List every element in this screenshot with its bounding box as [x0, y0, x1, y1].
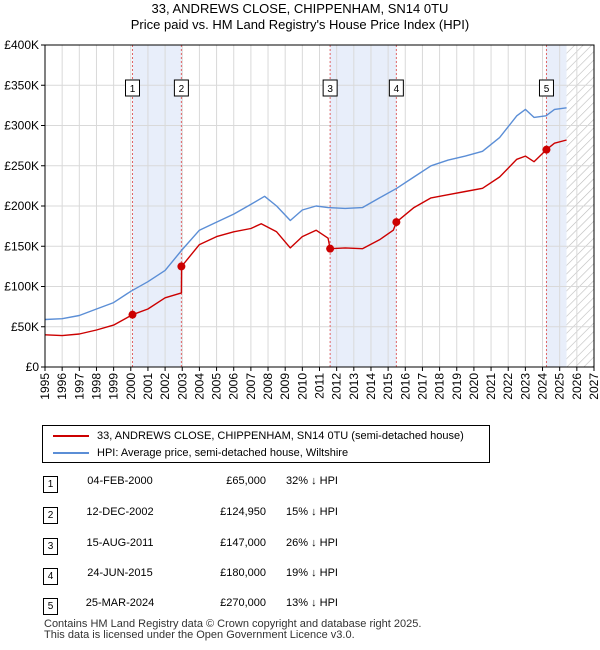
marker-label-text: 5: [544, 84, 550, 95]
x-tick-label: 2001: [141, 373, 155, 400]
transaction-hpi-diff: 15% ↓ HPI: [286, 506, 338, 518]
x-tick-label: 2025: [553, 373, 567, 400]
transaction-hpi-diff: 19% ↓ HPI: [286, 567, 338, 579]
x-tick-label: 2007: [244, 373, 258, 400]
x-tick-label: 2027: [587, 373, 600, 400]
transaction-date: 24-JUN-2015: [87, 567, 153, 579]
y-tick-label: £400K: [4, 38, 39, 52]
transaction-price: £124,950: [220, 506, 266, 518]
transaction-number-badge: 5: [43, 598, 58, 615]
marker-label-box: [173, 79, 189, 97]
x-tick-label: 2009: [278, 373, 292, 400]
x-tick-label: 2026: [570, 373, 584, 400]
x-tick-label: 2022: [501, 373, 515, 400]
x-tick-label: 2000: [124, 373, 138, 400]
x-tick-label: 2002: [158, 373, 172, 400]
y-tick-label: £50K: [11, 320, 39, 334]
y-tick-label: £150K: [4, 239, 39, 253]
legend-item-hpi: HPI: Average price, semi-detached house,…: [43, 445, 348, 461]
marker-label-text: 4: [394, 84, 400, 95]
marker-label-text: 3: [327, 84, 333, 95]
legend-item-property: 33, ANDREWS CLOSE, CHIPPENHAM, SN14 0TU …: [43, 428, 464, 444]
sale-point: [326, 244, 335, 253]
x-tick-label: 2008: [261, 373, 275, 400]
transaction-date: 25-MAR-2024: [85, 597, 155, 609]
y-tick-label: £200K: [4, 199, 39, 213]
x-tick-label: 2017: [415, 373, 429, 400]
transaction-row: 5 25-MAR-2024 £270,000 13% ↓ HPI: [0, 597, 600, 617]
marker-label-box: [322, 79, 338, 97]
marker-label-box: [538, 79, 554, 97]
x-tick-label: 2016: [398, 373, 412, 400]
transaction-row: 2 12-DEC-2002 £124,950 15% ↓ HPI: [0, 506, 600, 526]
x-tick-label: 2015: [381, 373, 395, 400]
footer-copyright: Contains HM Land Registry data © Crown c…: [44, 618, 422, 630]
x-tick-label: 2013: [347, 373, 361, 400]
sale-point: [392, 218, 401, 227]
sale-point: [128, 310, 137, 319]
transaction-hpi-diff: 13% ↓ HPI: [286, 597, 338, 609]
legend-label-property: 33, ANDREWS CLOSE, CHIPPENHAM, SN14 0TU …: [97, 430, 464, 442]
x-tick-label: 1995: [38, 373, 52, 400]
marker-label-text: 2: [179, 84, 185, 95]
x-tick-label: 2018: [433, 373, 447, 400]
transaction-row: 1 04-FEB-2000 £65,000 32% ↓ HPI: [0, 475, 600, 495]
chart-subtitle: Price paid vs. HM Land Registry's House …: [130, 17, 470, 32]
x-tick-label: 2021: [484, 373, 498, 400]
marker-label-text: 1: [130, 84, 136, 95]
x-tick-label: 1996: [55, 373, 69, 400]
y-tick-label: £300K: [4, 119, 39, 133]
transaction-date: 04-FEB-2000: [87, 475, 153, 487]
transaction-row: 3 15-AUG-2011 £147,000 26% ↓ HPI: [0, 537, 600, 557]
sale-point: [177, 262, 186, 271]
x-tick-label: 2012: [330, 373, 344, 400]
y-tick-label: £250K: [4, 159, 39, 173]
chart-title-address: 33, ANDREWS CLOSE, CHIPPENHAM, SN14 0TU: [151, 1, 449, 16]
legend-swatch-property: [53, 435, 89, 437]
x-tick-label: 2006: [227, 373, 241, 400]
transaction-number-badge: 3: [43, 538, 58, 555]
legend-swatch-hpi: [53, 452, 89, 454]
x-tick-label: 2023: [518, 373, 532, 400]
x-tick-label: 2011: [313, 373, 327, 399]
hpi-line: [44, 107, 567, 321]
footer-attribution: Contains HM Land Registry data © Crown c…: [44, 619, 421, 641]
x-tick-label: 2014: [364, 373, 378, 400]
transaction-price: £270,000: [220, 597, 266, 609]
property-price-line: [44, 139, 567, 337]
y-tick-label: £0: [26, 360, 40, 374]
transaction-hpi-diff: 26% ↓ HPI: [286, 537, 338, 549]
x-tick-label: 1999: [107, 373, 121, 400]
transaction-price: £180,000: [220, 567, 266, 579]
transaction-date: 15-AUG-2011: [86, 537, 154, 549]
sale-point: [542, 145, 551, 154]
x-tick-label: 2020: [467, 373, 481, 400]
transaction-number-badge: 1: [43, 476, 58, 493]
transaction-number-badge: 2: [43, 507, 58, 524]
chart-legend: 33, ANDREWS CLOSE, CHIPPENHAM, SN14 0TU …: [42, 425, 490, 463]
marker-label-box: [388, 79, 404, 97]
x-tick-label: 1997: [72, 373, 86, 400]
transaction-hpi-diff: 32% ↓ HPI: [286, 475, 338, 487]
x-tick-label: 2005: [210, 373, 224, 400]
transaction-number-badge: 4: [43, 568, 58, 585]
transaction-price: £147,000: [220, 537, 266, 549]
transaction-price: £65,000: [226, 475, 266, 487]
x-tick-label: 2019: [450, 373, 464, 400]
x-tick-label: 2010: [295, 373, 309, 400]
x-tick-label: 2004: [192, 373, 206, 400]
x-tick-label: 1998: [89, 373, 103, 400]
price-chart: 1 2 3 4 5 £0 £50K £100K £150K £200K £250K £300K £35…: [4, 38, 600, 400]
x-tick-label: 2003: [175, 373, 189, 400]
x-tick-label: 2024: [536, 373, 550, 400]
y-tick-label: £350K: [4, 78, 39, 92]
y-tick-label: £100K: [4, 280, 39, 294]
legend-label-hpi: HPI: Average price, semi-detached house,…: [97, 447, 349, 459]
transaction-row: 4 24-JUN-2015 £180,000 19% ↓ HPI: [0, 567, 600, 587]
footer-licence: This data is licensed under the Open Gov…: [44, 629, 355, 641]
transaction-date: 12-DEC-2002: [86, 506, 154, 518]
marker-label-box: [124, 79, 140, 97]
